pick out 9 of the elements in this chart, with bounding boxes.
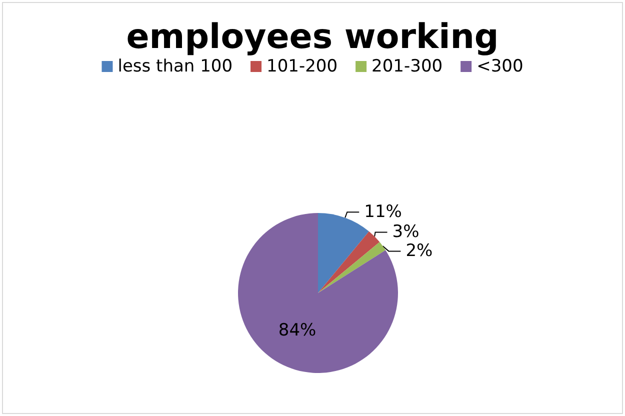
legend-label: 101-200 <box>266 56 338 76</box>
data-label: 84% <box>278 320 316 341</box>
data-label: 3% <box>392 222 420 242</box>
data-label: 11% <box>364 202 402 222</box>
legend-label: 201-300 <box>372 56 443 76</box>
data-label: 2% <box>406 241 433 262</box>
legend-label: less than 100 <box>118 56 233 76</box>
chart-title: employees working <box>126 17 499 57</box>
legend-label: <300 <box>476 56 524 76</box>
